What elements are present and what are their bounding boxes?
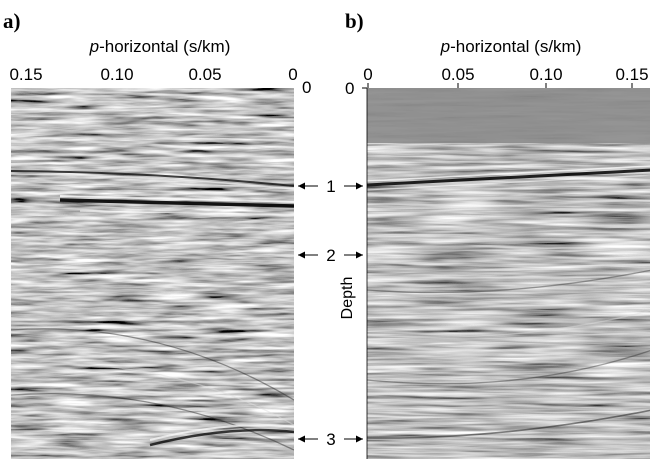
panel-b-tick-label: 0.15 [615,65,648,84]
left-arrow-icon [298,182,305,190]
panel-b-tick-label: 0.10 [529,65,562,84]
panel-b-axis-title-rest: -horizontal (s/km) [450,37,581,56]
panel-b-axis-ticks [362,83,633,89]
panel-a-axis-title: p-horizontal (s/km) [89,37,231,56]
panel-a-tick-label: 0 [288,65,297,84]
right-arrow-icon [356,251,363,259]
panel-b-seismic-image [366,88,650,459]
panel-a-letter: a) [3,9,21,33]
panel-a-tick-label: 0.15 [9,65,42,84]
panel-a-tick-labels: 0.15 0.10 0.05 0 [9,65,297,84]
panel-b-axis-title: p-horizontal (s/km) [440,37,582,56]
marker-1: 1 [298,177,363,196]
marker-2: 2 [298,246,363,265]
right-arrow-icon [356,435,363,443]
panel-b-axis-prefix: p [440,37,450,56]
panel-b-letter: b) [345,9,364,33]
panel-b-depth-zero-label: 0 [345,79,354,98]
panel-b-tick-label: 0.05 [441,65,474,84]
depth-axis-label: Depth [339,277,356,320]
panel-a-axis-prefix: p [89,37,99,56]
panel-b-tick-labels: 0 0.05 0.10 0.15 [363,65,648,84]
marker-2-label: 2 [326,246,335,265]
panel-a-seismic-image [11,88,294,459]
marker-3: 3 [298,430,363,449]
marker-1-label: 1 [326,177,335,196]
marker-3-label: 3 [326,430,335,449]
panel-a-axis-title-rest: -horizontal (s/km) [99,37,230,56]
marker-column: 0 1 2 Depth 3 [298,78,363,449]
left-arrow-icon [298,251,305,259]
panel-a-depth-zero-label: 0 [302,78,311,97]
left-arrow-icon [298,435,305,443]
panel-b-tick-label: 0 [363,65,372,84]
right-arrow-icon [356,182,363,190]
panel-a-tick-label: 0.10 [100,65,133,84]
panel-a-tick-label: 0.05 [188,65,221,84]
